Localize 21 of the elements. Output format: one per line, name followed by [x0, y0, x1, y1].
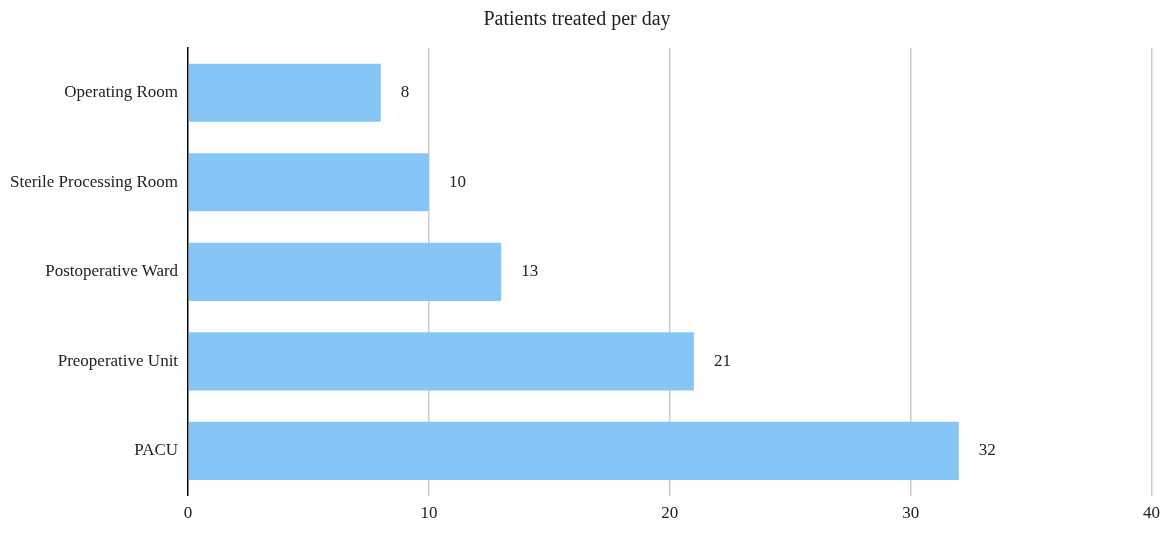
bar — [188, 332, 694, 391]
bar — [188, 242, 502, 301]
chart-title: Patients treated per day — [483, 7, 671, 31]
x-tick-label: 0 — [183, 503, 193, 523]
x-tick-label: 30 — [902, 503, 920, 523]
bar — [188, 153, 429, 212]
bar — [188, 63, 381, 122]
y-tick-label: Operating Room — [64, 82, 179, 102]
y-tick-label: Preoperative Unit — [57, 350, 179, 370]
y-tick-label: Sterile Processing Room — [9, 171, 179, 191]
bar — [188, 421, 959, 480]
x-tick-label: 40 — [1143, 503, 1160, 523]
y-tick-label: PACU — [134, 440, 179, 460]
data-label: 32 — [978, 440, 996, 460]
data-label: 8 — [400, 82, 410, 102]
data-label: 13 — [521, 261, 539, 281]
data-label: 21 — [713, 350, 731, 370]
data-label: 10 — [448, 171, 466, 191]
y-tick-label: Postoperative Ward — [45, 261, 179, 281]
x-tick-label: 20 — [661, 503, 679, 523]
x-tick-label: 10 — [420, 503, 438, 523]
